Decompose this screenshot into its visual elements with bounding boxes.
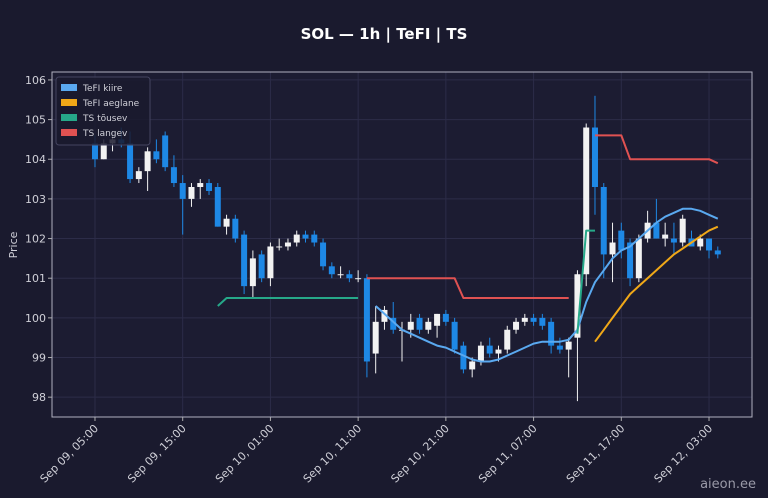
candle-body: [223, 218, 230, 227]
candle-body: [153, 151, 160, 160]
legend-label: TeFI aeglane: [82, 99, 140, 109]
candle-body: [302, 234, 309, 239]
y-tick-label: 98: [32, 391, 46, 404]
candle-body: [591, 127, 598, 187]
candle-body: [662, 234, 669, 239]
candle-body: [477, 345, 484, 362]
legend-swatch: [61, 99, 77, 106]
candle-body: [197, 183, 204, 187]
candle-body: [372, 321, 379, 354]
candle-body: [618, 230, 625, 251]
y-tick-label: 102: [25, 233, 46, 246]
candle-body: [635, 238, 642, 279]
candle-body: [381, 309, 388, 322]
candle-body: [504, 329, 511, 350]
candle-body: [530, 317, 537, 322]
axes-frame: [51, 71, 753, 418]
indicator-line: [594, 225, 719, 343]
candle-body: [653, 222, 660, 239]
candle-body: [320, 242, 327, 267]
y-tick-label: 101: [25, 272, 46, 285]
candle-body: [609, 242, 616, 255]
y-tick-label: 103: [25, 193, 46, 206]
candle-body: [363, 278, 370, 362]
candle-body: [460, 345, 467, 370]
candle-body: [162, 135, 169, 168]
candle-body: [407, 321, 414, 330]
candle-body: [434, 313, 441, 326]
candle-body: [214, 187, 221, 227]
candle-body: [521, 317, 528, 322]
candle-body: [100, 143, 107, 160]
candle-body: [267, 246, 274, 279]
candle-body: [127, 143, 134, 180]
indicator-line: [375, 207, 719, 363]
candle-body: [539, 317, 546, 326]
indicator-line: [366, 134, 719, 299]
candle-body: [548, 321, 555, 346]
candle-body: [495, 349, 502, 354]
y-tick-label: 105: [25, 114, 46, 127]
y-tick-label: 106: [25, 74, 46, 87]
candle-body: [135, 171, 142, 180]
y-tick-label: 99: [32, 352, 46, 365]
candle-body: [670, 238, 677, 243]
chart-title: SOL — 1h | TeFI | TS: [301, 25, 468, 44]
candle-body: [337, 274, 344, 276]
candle-body: [390, 317, 397, 330]
candle-body: [513, 321, 520, 330]
candle-body: [355, 278, 362, 280]
legend-swatch: [61, 84, 77, 91]
candle-body: [486, 345, 493, 354]
candle-body: [179, 183, 186, 199]
legend-swatch: [61, 129, 77, 136]
legend: TeFI kiire TeFI aeglane TS tõusev TS langev: [55, 76, 151, 146]
candle-body: [241, 234, 248, 287]
candle-body: [451, 321, 458, 350]
legend-box: [55, 76, 151, 146]
candle-body: [679, 218, 686, 243]
plot-area: [52, 72, 752, 417]
candle-body: [706, 238, 713, 251]
candle-body: [232, 218, 239, 239]
y-tick-label: 104: [25, 153, 46, 166]
candle-body: [714, 250, 721, 255]
candle-body: [565, 341, 572, 350]
legend-label: TS langev: [82, 129, 128, 139]
candle-body: [249, 258, 256, 287]
candle-body: [206, 183, 213, 191]
candle-body: [697, 238, 704, 247]
candle-body: [91, 143, 98, 160]
candle-body: [442, 313, 449, 322]
candle-body: [600, 187, 607, 255]
candle-body: [188, 187, 195, 199]
candle-body: [293, 234, 300, 243]
candle-body: [574, 274, 581, 338]
legend-swatch: [61, 114, 77, 121]
candle-body: [144, 151, 151, 172]
legend-label: TS tõusev: [82, 114, 128, 124]
candle-body: [258, 254, 265, 279]
candle-body: [328, 266, 335, 275]
candle-body: [583, 127, 590, 275]
candle-body: [416, 317, 423, 330]
watermark: aieon.ee: [700, 477, 756, 492]
candle-body: [556, 345, 563, 350]
indicator-line: [217, 229, 595, 334]
legend-label: TeFI kiire: [82, 84, 123, 94]
candle-body: [425, 321, 432, 330]
y-axis-label: Price: [7, 231, 20, 258]
y-tick-label: 100: [25, 312, 46, 325]
candle-body: [346, 274, 353, 279]
candle-body: [311, 234, 318, 243]
candle-body: [469, 361, 476, 370]
candle-body: [276, 246, 283, 248]
candle-body: [284, 242, 291, 247]
candle-body: [170, 167, 177, 184]
candle-body: [627, 242, 634, 279]
